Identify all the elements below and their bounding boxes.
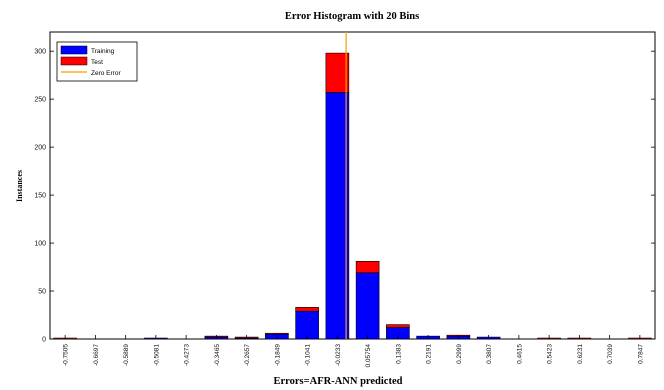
bar-test-8 [295,307,319,312]
x-axis: -0.7505 -0.6697 -0.5889 -0.5081 -0.4273 -0.34… [63,335,644,368]
x-tick-label: -0.1041 [305,344,312,366]
bar-test-11 [386,324,410,328]
y-tick-label: 200 [34,145,46,152]
x-tick-label: 0.7847 [637,344,644,364]
y-tick-label: 0 [42,337,46,344]
x-tick-label: 0.4615 [516,344,523,364]
y-tick-label: 50 [38,289,46,296]
x-tick-label: 0.5423 [547,344,554,364]
bar-training-9 [325,92,350,340]
x-tick-label: 0.1383 [395,344,402,364]
legend-swatch-test [60,56,88,66]
x-tick-label: -0.1849 [274,344,281,366]
x-axis-label: Errors=AFR-ANN predicted [274,376,403,387]
legend-label-training: Training [91,48,115,55]
x-tick-label: 0.7039 [607,344,614,364]
bar-test-9 [325,52,350,93]
x-tick-label: 0.05754 [365,344,372,368]
x-tick-label: 0.3807 [486,344,493,364]
x-tick-label: -0.2657 [244,344,251,366]
x-tick-label: -0.6697 [93,344,100,366]
plot-area [49,31,656,340]
y-tick-label: 150 [34,193,46,200]
x-tick-label: -0.5889 [123,344,130,366]
legend-label-zero-error: Zero Error [91,70,121,77]
legend-label-test: Test [91,59,103,66]
x-tick-label: -0.4273 [184,344,191,366]
y-tick-label: 300 [34,49,46,56]
x-tick-label: 0.6231 [577,344,584,364]
bar-test-7 [265,332,289,335]
x-tick-label: -0.3465 [214,344,221,366]
chart-title: Error Histogram with 20 Bins [285,11,419,22]
legend: Training Test Zero Error [56,41,138,82]
legend-swatch-training [60,45,88,55]
bar-test-10 [355,260,380,274]
y-axis-label: Instances [15,170,24,202]
y-tick-label: 250 [34,97,46,104]
y-axis: 0 50 100 150 200 250 300 [34,49,655,344]
x-tick-label: 0.2191 [426,344,433,364]
x-tick-label: -0.7505 [63,344,70,366]
bar-training-10 [355,272,380,340]
x-tick-label: 0.2999 [456,344,463,364]
y-tick-label: 100 [34,241,46,248]
x-tick-label: -0.0233 [335,344,342,366]
bar-training-8 [295,310,319,340]
x-tick-label: -0.5081 [153,344,160,366]
